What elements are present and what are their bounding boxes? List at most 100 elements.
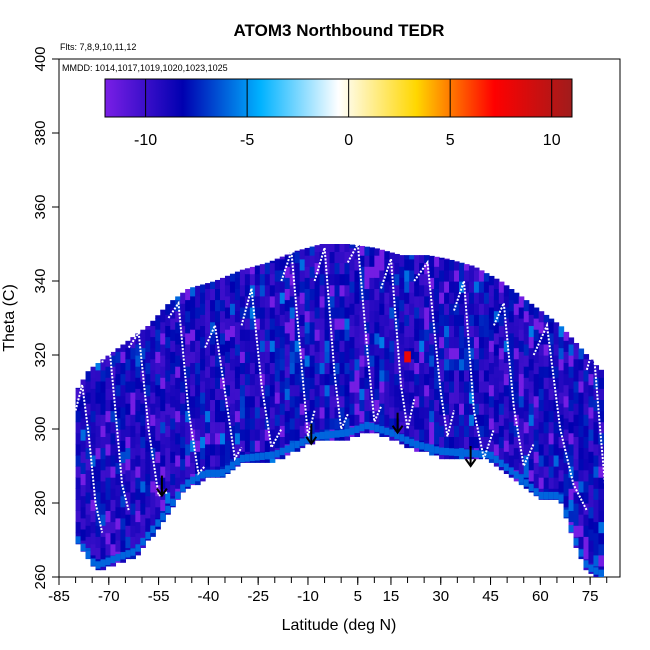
tedr-cell <box>105 421 112 434</box>
tedr-cell <box>478 270 485 282</box>
tedr-cell <box>498 292 505 304</box>
tedr-cell <box>488 340 495 352</box>
tedr-cell <box>80 484 87 497</box>
tedr-cell <box>324 384 331 397</box>
tedr-cell <box>553 421 560 434</box>
tedr-cell <box>513 314 520 326</box>
tedr-cell <box>80 506 87 519</box>
tedr-cell <box>468 265 475 271</box>
tedr-cell <box>150 436 156 449</box>
tedr-cell <box>244 440 251 452</box>
tedr-cell <box>324 295 331 308</box>
tedr-cell <box>454 448 460 457</box>
tedr-cell <box>558 425 565 437</box>
tedr-cell <box>175 432 181 445</box>
tedr-cell <box>334 251 341 264</box>
tedr-cell <box>314 351 321 363</box>
tedr-cell <box>434 446 440 454</box>
tedr-cell <box>394 395 400 408</box>
tedr-cell <box>533 373 540 386</box>
tedr-cell <box>125 425 131 437</box>
tedr-cell <box>468 425 475 437</box>
tedr-cell <box>90 366 97 378</box>
tedr-cell <box>454 414 460 426</box>
tedr-cell <box>254 429 261 441</box>
tedr-cell <box>414 362 420 375</box>
tedr-cell <box>120 429 126 441</box>
tedr-cell <box>573 525 580 537</box>
tedr-cell <box>195 473 201 482</box>
tedr-cell <box>344 244 351 252</box>
tedr-cell <box>503 340 510 352</box>
tedr-cell <box>309 355 316 367</box>
tedr-cell <box>215 443 221 456</box>
tedr-cell <box>488 373 495 386</box>
tedr-cell <box>110 532 117 545</box>
tedr-cell <box>170 384 176 397</box>
tedr-cell <box>523 479 530 487</box>
tedr-cell <box>364 299 370 312</box>
tedr-cell <box>120 473 126 486</box>
tedr-cell <box>568 366 575 378</box>
tedr-cell <box>215 288 221 301</box>
tedr-cell <box>598 532 605 545</box>
tedr-cell <box>444 336 450 349</box>
tedr-cell <box>95 380 102 393</box>
tedr-cell <box>165 369 171 382</box>
tedr-cell <box>135 377 141 389</box>
tedr-cell <box>518 462 525 474</box>
tedr-cell <box>459 449 465 457</box>
tedr-cell <box>95 536 102 548</box>
tedr-cell <box>404 281 410 293</box>
tedr-cell <box>140 480 146 493</box>
tedr-cell <box>459 414 465 426</box>
tedr-cell <box>115 553 122 562</box>
tedr-cell <box>533 340 540 352</box>
tedr-cell <box>568 499 575 511</box>
tedr-cell <box>115 506 122 519</box>
tedr-cell <box>100 559 107 567</box>
tedr-cell <box>513 292 520 304</box>
tedr-cell <box>130 403 136 415</box>
tedr-cell <box>339 306 346 319</box>
tedr-cell <box>454 369 460 382</box>
tedr-cell <box>264 362 271 375</box>
tedr-cell <box>389 318 395 330</box>
tedr-cell <box>284 255 291 267</box>
tedr-cell <box>160 432 166 445</box>
tedr-cell <box>533 307 540 319</box>
tedr-cell <box>165 304 171 315</box>
tedr-cell <box>573 514 580 526</box>
colorbar-tick-label: -5 <box>240 132 254 149</box>
tedr-cell <box>80 462 87 474</box>
tedr-cell <box>135 477 141 489</box>
tedr-cell <box>150 369 156 382</box>
tedr-cell <box>100 458 107 471</box>
tedr-cell <box>100 380 107 393</box>
tedr-cell <box>150 447 156 460</box>
tedr-cell <box>309 266 316 278</box>
tedr-cell <box>593 466 600 478</box>
tedr-cell <box>125 447 131 460</box>
tedr-cell <box>200 447 206 460</box>
tedr-cell <box>553 322 560 334</box>
tedr-cell <box>130 536 136 548</box>
y-tick-label: 380 <box>32 120 49 145</box>
tedr-cell <box>264 429 271 441</box>
tedr-cell <box>314 417 321 430</box>
tedr-cell <box>289 351 296 363</box>
tedr-cell <box>339 395 346 408</box>
tedr-cell <box>224 465 231 473</box>
tedr-cell <box>160 366 166 378</box>
tedr-cell <box>125 550 131 558</box>
tedr-cell <box>344 306 351 319</box>
tedr-cell <box>160 499 166 511</box>
tedr-cell <box>120 506 126 519</box>
tedr-cell <box>324 318 331 330</box>
tedr-cell <box>583 358 590 371</box>
tedr-cell <box>160 477 166 489</box>
tedr-cell <box>538 477 545 489</box>
tedr-cell <box>528 358 535 371</box>
tedr-cell <box>100 359 107 371</box>
